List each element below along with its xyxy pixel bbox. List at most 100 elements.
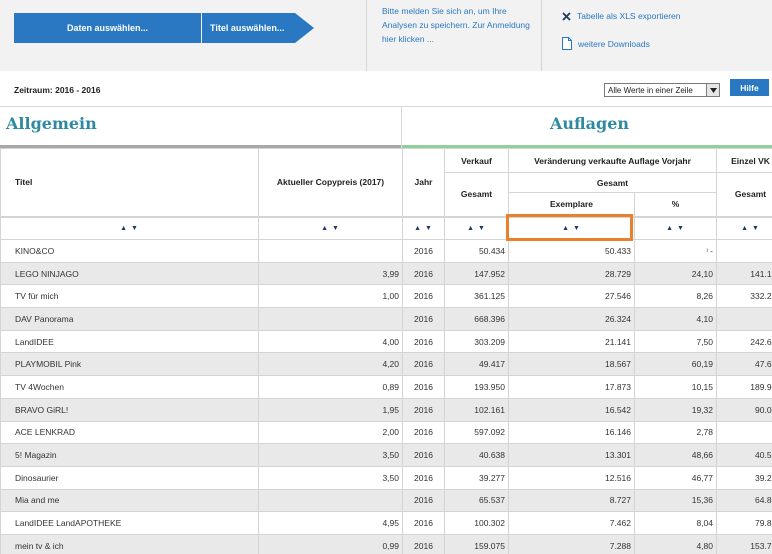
cell-verkauf: 50.434 [444,239,509,263]
sort-arrows-icon[interactable]: ▲ ▼ [508,215,635,240]
sort-arrows-icon[interactable]: ▲ ▼ [716,215,772,240]
top-divider [541,0,542,71]
cell-jahr: 2016 [402,465,445,490]
cell-verkauf: 40.638 [444,443,509,467]
cell-prozent: 8,04 [633,511,718,535]
wizard-arrow-icon [295,13,314,43]
sort-jahr[interactable]: ▲ ▼ [414,224,433,232]
downloads-link[interactable]: weitere Downloads [562,37,650,50]
cell-prozent: 15,36 [633,488,718,513]
sort-titel[interactable]: ▲ ▼ [120,224,139,232]
cell-titel[interactable]: Dinosaurier [0,465,259,490]
period-label: Zeitraum: 2016 - 2016 [14,85,101,95]
help-button[interactable]: Hilfe [730,79,769,96]
cell-copypreis: 4,95 [258,511,403,535]
sort-arrows-icon[interactable]: ▲ ▼ [444,215,509,240]
sort-einzel[interactable]: ▲ ▼ [741,224,760,232]
cell-verkauf: 668.396 [444,307,509,331]
cell-einzel-vk: 64.854 [716,488,772,513]
sort-arrows-icon[interactable]: ▲ ▼ [402,215,445,240]
sort-arrows-icon[interactable]: ▲ ▼ [258,215,403,240]
col-header-verkauf: Verkauf [444,148,509,173]
cell-verkauf: 597.092 [444,420,509,445]
table-row: KINO&CO 2016 50.434 50.433 ᶦ - 0 [0,239,772,263]
col-header-einzel-gesamt: Gesamt [716,172,772,217]
cell-einzel-vk: 47.623 [716,352,772,377]
cell-copypreis: 2,00 [258,420,403,445]
data-table-container[interactable]: Titel Aktueller Copypreis (2017) Jahr Ve… [0,148,772,554]
col-header-exemplare: Exemplare [508,192,635,217]
cell-verkauf: 303.209 [444,329,509,354]
section-title-allgemein: Allgemein [6,114,97,133]
sort-exemplare[interactable]: ▲ ▼ [562,224,581,232]
cell-copypreis: 1,95 [258,397,403,422]
table-row: 5! Magazin 3,50 2016 40.638 13.301 48,66… [0,443,772,467]
cell-exemplare: 7.462 [508,511,635,535]
cell-titel[interactable]: ACE LENKRAD [0,420,259,445]
cell-einzel-vk: 0 [716,307,772,331]
chevron-down-icon[interactable] [706,84,719,96]
cell-copypreis [258,488,403,513]
cell-titel[interactable]: PLAYMOBIL Pink [0,352,259,377]
table-row: Mia and me 2016 65.537 8.727 15,36 64.85… [0,488,772,513]
cell-titel[interactable]: BRAVO GiRL! [0,397,259,422]
cell-prozent: 4,80 [633,533,718,554]
table-row: LandIDEE 4,00 2016 303.209 21.141 7,50 2… [0,329,772,354]
cell-jahr: 2016 [402,307,445,331]
cell-exemplare: 21.141 [508,329,635,354]
cell-einzel-vk: 39.277 [716,465,772,490]
cell-jahr: 2016 [402,397,445,422]
data-table: Titel Aktueller Copypreis (2017) Jahr Ve… [0,148,772,554]
sort-arrows-icon[interactable]: ▲ ▼ [0,215,259,240]
cell-einzel-vk: 242.651 [716,329,772,354]
wizard-step-daten[interactable]: Daten auswählen... [14,13,201,43]
cell-copypreis: 0,89 [258,375,403,399]
cell-copypreis: 1,00 [258,284,403,309]
cell-titel[interactable]: LandIDEE LandAPOTHEKE [0,511,259,535]
xls-export-label: Tabelle als XLS exportieren [577,11,681,21]
row-mode-value: Alle Werte in einer Zeile [608,85,693,95]
cell-verkauf: 49.417 [444,352,509,377]
row-mode-select[interactable]: Alle Werte in einer Zeile [604,83,720,97]
cell-titel[interactable]: mein tv & ich [0,533,259,554]
cell-prozent: 8,26 [633,284,718,309]
cell-jahr: 2016 [402,329,445,354]
cell-titel[interactable]: LandIDEE [0,329,259,354]
col-header-titel: Titel [0,148,259,217]
wizard-step-titel[interactable]: Titel auswählen... [202,13,295,43]
cell-titel[interactable]: LEGO NINJAGO [0,261,259,286]
xls-export-link[interactable]: Tabelle als XLS exportieren [562,11,680,21]
cell-exemplare: 18.567 [508,352,635,377]
sort-verkauf[interactable]: ▲ ▼ [467,224,486,232]
col-header-veraenderung-gesamt: Gesamt [507,172,718,193]
cell-exemplare: 7.288 [508,533,635,554]
cell-titel[interactable]: TV für mich [0,284,259,309]
cell-prozent: 46,77 [633,465,718,490]
cell-jahr: 2016 [402,352,445,377]
sort-prozent[interactable]: ▲ ▼ [666,224,685,232]
cell-titel[interactable]: DAV Panorama [0,307,259,331]
sort-arrows-icon[interactable]: ▲ ▼ [633,215,718,240]
cell-titel[interactable]: Mia and me [0,488,259,513]
cell-exemplare: 50.433 [508,239,635,263]
cell-prozent: 24,10 [633,261,718,286]
cell-prozent: 48,66 [633,443,718,467]
cell-titel[interactable]: 5! Magazin [0,443,259,467]
cell-exemplare: 26.324 [508,307,635,331]
section-divider [401,106,402,148]
login-message-link[interactable]: Bitte melden Sie sich an, um Ihre Analys… [382,6,530,44]
cell-jahr: 2016 [402,488,445,513]
table-body: KINO&CO 2016 50.434 50.433 ᶦ - 0 LEGO NI… [0,239,772,554]
cell-einzel-vk: 153.733 [716,533,772,554]
wizard-steps: Daten auswählen... Titel auswählen... [14,13,314,43]
sort-copypreis[interactable]: ▲ ▼ [321,224,340,232]
cell-verkauf: 39.277 [444,465,509,490]
cell-einzel-vk: 141.150 [716,261,772,286]
col-header-verkauf-gesamt: Gesamt [444,172,509,217]
cell-titel[interactable]: TV 4Wochen [0,375,259,399]
cell-titel[interactable]: KINO&CO [0,239,259,263]
table-row: TV 4Wochen 0,89 2016 193.950 17.873 10,1… [0,375,772,399]
cell-copypreis [258,307,403,331]
cell-copypreis: 3,50 [258,465,403,490]
cell-jahr: 2016 [402,375,445,399]
